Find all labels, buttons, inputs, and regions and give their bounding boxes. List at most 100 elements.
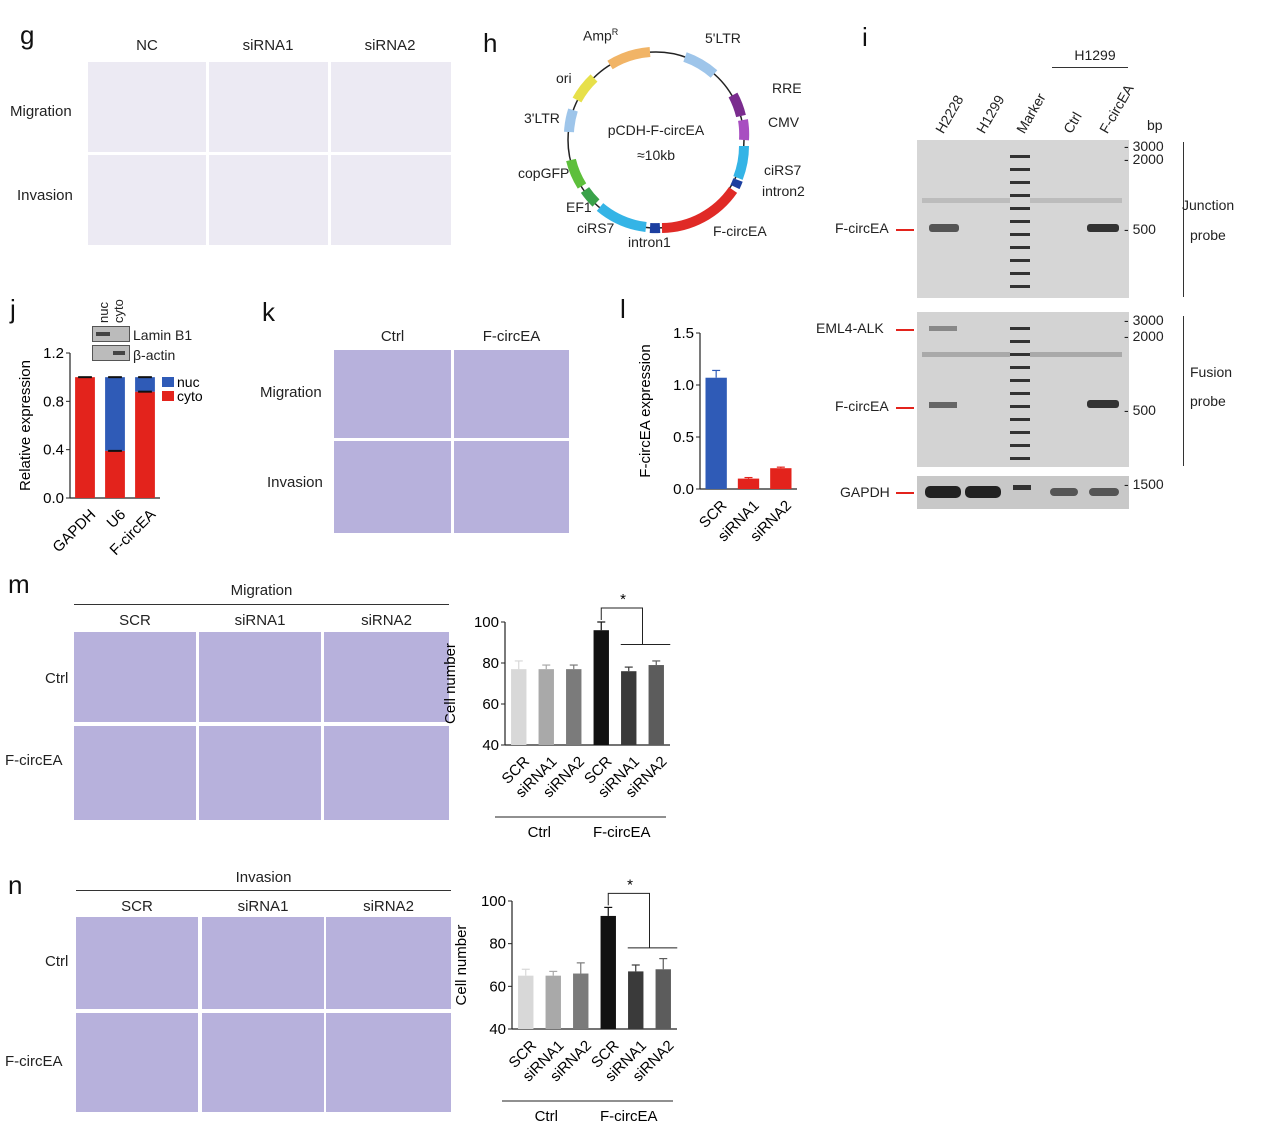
arrow-mid-fcirc [896, 407, 914, 409]
ladder-top-2000: - 2000 [1124, 151, 1164, 167]
panel-letter-n: n [8, 870, 23, 900]
m-bar [511, 669, 527, 745]
m-bar [593, 630, 609, 745]
band-gapdh-marker [1013, 485, 1031, 490]
plasmid-label-intron2: intron2 [762, 183, 805, 199]
n-ylabel: Cell number [453, 925, 470, 1006]
blot-j-col-cyto: cyto [111, 299, 126, 323]
panel-g-row-migration: Migration [10, 103, 72, 120]
segment-5ltr [683, 52, 718, 78]
plasmid-label-amp: AmpR [583, 27, 618, 44]
panel-k-row-invasion: Invasion [267, 474, 323, 491]
micrograph-n-sirna1-ctrl [202, 917, 324, 1009]
j-bar-nuc [135, 377, 155, 392]
panel-g-col-sirna2: siRNA2 [364, 37, 416, 54]
micrograph-k-fcircea-migration [454, 350, 569, 438]
j-bar-nuc [105, 377, 125, 451]
panel-n-col-scr: SCR [121, 898, 153, 915]
plasmid-label-rre: RRE [772, 80, 802, 96]
panel-letter-m: m [8, 569, 30, 599]
plasmid-backbone [567, 51, 745, 229]
panel-letter-i: i [862, 22, 868, 52]
segment-rre [728, 92, 746, 118]
ladder-top-500: - 500 [1124, 221, 1156, 237]
segment-cirs7-a [733, 145, 750, 180]
micrograph-m-sirna2-fcircea [324, 726, 449, 820]
panel-n-row-fcircea: F-circEA [5, 1053, 63, 1070]
segment-3ltr [564, 108, 578, 133]
panel-n-col-sirna2: siRNA2 [363, 898, 414, 915]
ladder-top-2000-text: 2000 [1132, 151, 1164, 167]
band-fcircea-fcirc-fusion [1087, 400, 1119, 408]
blot-j-row-laminb1: Lamin B1 [133, 327, 193, 343]
n-group-label-0: Ctrl [535, 1108, 558, 1125]
n-group-label-1: F-circEA [600, 1108, 658, 1125]
l-xtick-label: siRNA1 [715, 497, 763, 545]
n-xtick-label: siRNA1 [602, 1037, 650, 1085]
panel-m-title: Migration [230, 582, 293, 599]
blot-i-group-label: H1299 [1074, 47, 1116, 63]
ladder-top-500-text: 500 [1132, 221, 1156, 237]
m-xtick-label: SCR [499, 753, 534, 788]
micrograph-n-sirna2-fcircea [326, 1013, 451, 1112]
m-ytick-label: 80 [482, 655, 499, 672]
blot-i-fusion-bracket [1183, 316, 1184, 466]
ladder-mid-2000: - 2000 [1124, 328, 1164, 344]
panel-k-row-migration: Migration [260, 384, 322, 401]
micrograph-g-sirna2-migration [331, 62, 451, 152]
micrograph-m-scr-fcircea [74, 726, 196, 820]
n-ytick-label: 100 [481, 893, 506, 910]
panel-m-row-fcircea: F-circEA [5, 752, 63, 769]
micrograph-m-sirna1-fcircea [199, 726, 321, 820]
j-bar-cyto [105, 450, 125, 498]
l-bar [770, 468, 792, 489]
segment-cmv [738, 119, 750, 141]
blot-i-top-band-label: F-circEA [835, 220, 889, 236]
m-xtick-label: siRNA1 [512, 753, 560, 801]
blot-i-lane-ctrl: Ctrl [1060, 109, 1085, 136]
plasmid-label-5ltr: 5'LTR [705, 30, 741, 46]
n-ytick-label: 80 [489, 936, 506, 953]
ladder-mid-3000-text: 3000 [1132, 312, 1164, 328]
segment-amp [607, 47, 651, 70]
m-ytick-label: 100 [474, 614, 499, 631]
n-ytick-label: 40 [489, 1021, 506, 1038]
panel-m-row-ctrl: Ctrl [45, 670, 69, 687]
blot-i-lane-fcircea: F-circEA [1096, 81, 1137, 136]
j-bar-cyto [75, 377, 95, 498]
n-bar [573, 973, 589, 1029]
plasmid-label-cmv: CMV [768, 114, 800, 130]
n-xtick-label: SCR [506, 1037, 541, 1072]
blot-i-junction-probe-1: Junction [1182, 197, 1235, 213]
plasmid-label-3ltr: 3'LTR [524, 110, 560, 126]
ladder-bottom-1500: - 1500 [1124, 476, 1164, 492]
j-bar-cyto [135, 391, 155, 498]
legend-j-label-cyto: cyto [177, 388, 203, 404]
ladder-top-3000-text: 3000 [1132, 138, 1164, 154]
ladder-mid-500-text: 500 [1132, 402, 1156, 418]
blot-i-mid-band-2: F-circEA [835, 398, 889, 414]
micrograph-n-scr-ctrl [76, 917, 198, 1009]
blot-i-gapdh-label: GAPDH [840, 484, 890, 500]
blot-i-junction-probe-2: probe [1190, 227, 1226, 243]
band-gapdh-ctrl [1050, 488, 1078, 496]
segment-intron2 [730, 178, 743, 190]
n-bar [545, 975, 561, 1029]
plasmid-label-cirs7-b: ciRS7 [577, 220, 615, 236]
n-sig-star: * [627, 876, 633, 893]
blot-j-laminb1-band [96, 332, 110, 336]
panel-g-col-nc: NC [136, 37, 158, 54]
micrograph-n-sirna1-fcircea [202, 1013, 324, 1112]
j-ytick-label: 0.8 [43, 393, 64, 410]
n-bar [518, 975, 534, 1029]
l-bar [737, 478, 760, 489]
plasmid-label-ori: ori [556, 70, 572, 86]
panel-k-col-ctrl: Ctrl [380, 328, 405, 345]
m-ytick-label: 40 [482, 737, 499, 754]
panel-m-col-scr: SCR [119, 612, 151, 629]
blot-i-fusion-probe-1: Fusion [1190, 364, 1233, 380]
blot-i-lane-h1299: H1299 [973, 92, 1008, 136]
panel-m-col-sirna2: siRNA2 [361, 612, 412, 629]
plasmid-label-intron1: intron1 [628, 234, 671, 250]
band-h2228-fcirc-fusion [929, 402, 957, 408]
